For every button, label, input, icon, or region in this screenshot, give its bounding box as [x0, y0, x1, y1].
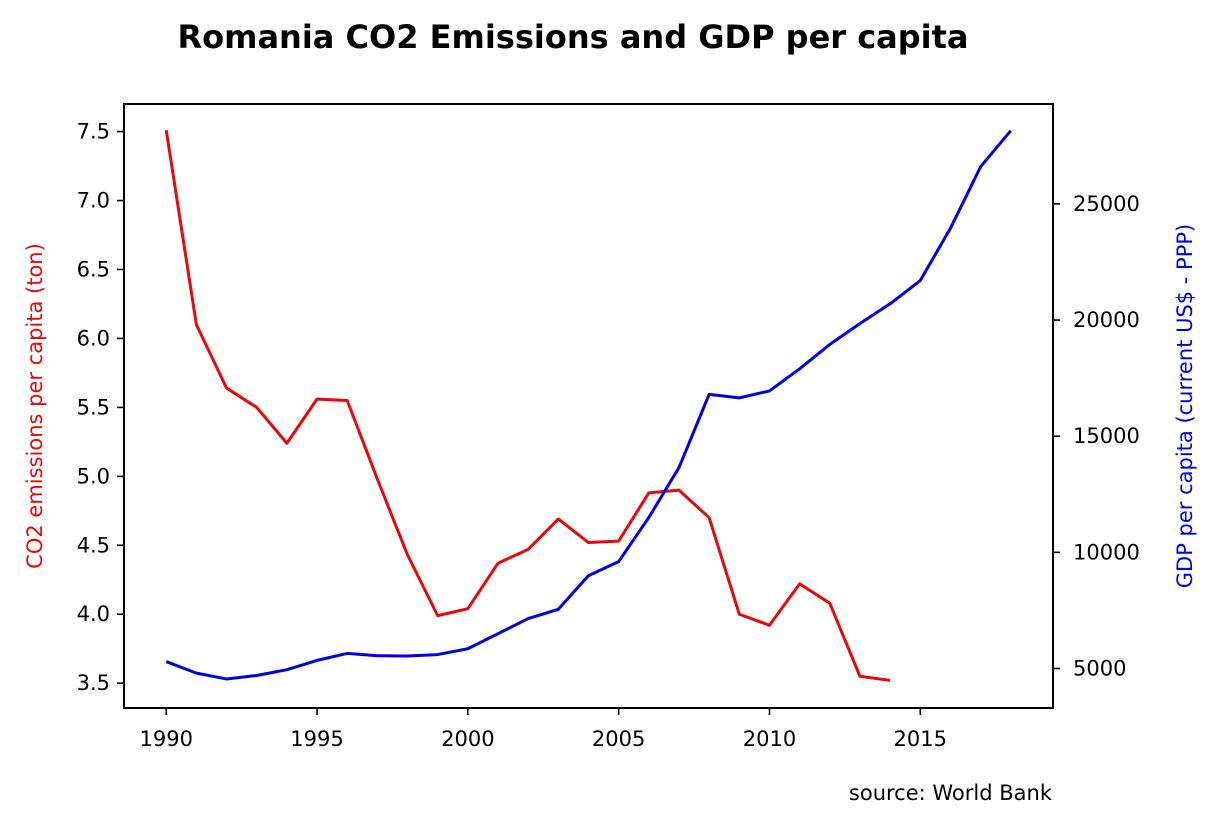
gdp-series-line [165, 129, 1012, 681]
y-axis-right: 5000 10000 15000 20000 25000 [1053, 192, 1140, 681]
plot-frame [123, 103, 1054, 709]
y-left-tick-label: 7.5 [77, 120, 110, 144]
y-left-tick-label: 5.0 [77, 464, 110, 488]
y-left-tick-label: 3.5 [77, 671, 110, 695]
y-right-tick-label: 25000 [1073, 192, 1140, 216]
y-axis-right-label: GDP per capita (current US$ - PPP) [1173, 224, 1197, 589]
y-left-tick-label: 4.0 [77, 602, 110, 626]
y-right-tick-label: 15000 [1073, 424, 1140, 448]
y-left-tick-label: 7.0 [77, 189, 110, 213]
x-tick-label: 1995 [290, 727, 343, 751]
y-axis-left-label: CO2 emissions per capita (ton) [23, 243, 47, 569]
plot-area [164, 129, 1012, 682]
y-right-tick-label: 20000 [1073, 308, 1140, 332]
co2-series-line [164, 129, 891, 682]
x-tick-label: 2000 [441, 727, 494, 751]
x-axis: 1990 1995 2000 2005 2010 2015 [140, 708, 947, 751]
y-left-tick-label: 6.5 [77, 257, 110, 281]
x-tick-label: 2015 [894, 727, 947, 751]
y-left-tick-label: 5.5 [77, 395, 110, 419]
x-tick-label: 1990 [140, 727, 193, 751]
y-left-tick-label: 6.0 [77, 326, 110, 350]
x-tick-label: 2010 [743, 727, 796, 751]
y-left-tick-label: 4.5 [77, 533, 110, 557]
x-tick-label: 2005 [592, 727, 645, 751]
chart-title: Romania CO2 Emissions and GDP per capita [177, 18, 968, 56]
y-right-tick-label: 10000 [1073, 540, 1140, 564]
y-right-tick-label: 5000 [1073, 657, 1126, 681]
y-axis-left: 3.5 4.0 4.5 5.0 5.5 6.0 6.5 7.0 7.5 [77, 120, 124, 695]
source-note: source: World Bank [849, 781, 1053, 805]
